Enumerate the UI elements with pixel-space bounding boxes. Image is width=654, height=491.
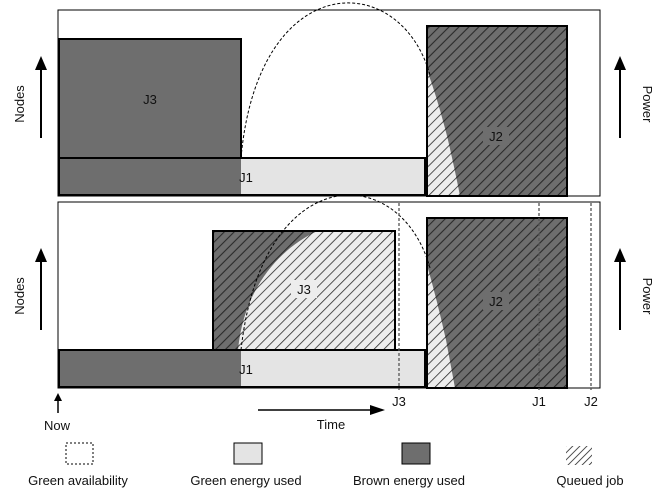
top-job-j1-green	[241, 158, 425, 195]
top-panel: J3 J1 J2 Nodes Power	[12, 2, 654, 197]
deadline-label-j3: J3	[392, 394, 406, 409]
bottom-nodes-arrow-head	[35, 248, 47, 262]
bottom-job-j1-outline	[58, 349, 426, 388]
bottom-job-j1-brown	[59, 350, 241, 387]
bottom-job-j3-label-bg	[291, 280, 317, 298]
bottom-y-label-power: Power	[640, 278, 654, 316]
now-label: Now	[44, 418, 71, 433]
time-arrow-head	[370, 405, 385, 415]
top-green-availability-curve	[240, 2, 431, 159]
deadline-label-j1: J1	[532, 394, 546, 409]
top-nodes-arrow-head	[35, 56, 47, 70]
top-job-j2-label: J2	[489, 129, 503, 144]
top-job-j2-label-bg	[483, 127, 509, 145]
top-y-label-power: Power	[640, 86, 654, 124]
legend-label-brown-energy-used: Brown energy used	[353, 473, 465, 488]
legend-swatch-brown-energy-used	[401, 442, 431, 465]
bottom-job-j1-label: J1	[239, 362, 253, 377]
top-job-j2-outline	[426, 25, 568, 197]
bottom-y-label-nodes: Nodes	[12, 277, 27, 315]
bottom-job-j2-label-bg	[483, 292, 509, 310]
legend-swatch-green-energy-used	[233, 442, 263, 465]
top-job-j3-label: J3	[143, 92, 157, 107]
legend-label-green-energy-used: Green energy used	[190, 473, 301, 488]
legend-swatch-queued-job	[566, 446, 592, 465]
bottom-job-j1-green	[241, 350, 425, 387]
legend-label-green-availability: Green availability	[28, 473, 128, 488]
legend-label-queued-job: Queued job	[556, 473, 623, 488]
top-job-j2-hatch-light	[427, 70, 460, 196]
bottom-job-j3-label: J3	[297, 282, 311, 297]
bottom-power-arrow-head	[614, 248, 626, 262]
top-y-label-nodes: Nodes	[12, 85, 27, 123]
top-job-j1-brown	[59, 158, 241, 195]
top-job-j3	[58, 38, 242, 159]
time-label: Time	[317, 417, 345, 432]
legend-swatch-green-availability	[65, 442, 94, 465]
bottom-panel: J3 J1 J2 Nodes Power	[12, 194, 654, 390]
now-arrow-head	[54, 393, 62, 401]
top-job-j1-label: J1	[239, 170, 253, 185]
bottom-job-j2-label: J2	[489, 294, 503, 309]
bottom-job-j2-hatch-light	[427, 265, 455, 388]
deadline-label-j2: J2	[584, 394, 598, 409]
bottom-green-availability-curve	[240, 194, 431, 351]
legend: Green availability Green energy used Bro…	[28, 442, 624, 488]
bottom-job-j2-outline	[426, 217, 568, 389]
top-job-j1-outline	[58, 157, 426, 196]
top-power-arrow-head	[614, 56, 626, 70]
